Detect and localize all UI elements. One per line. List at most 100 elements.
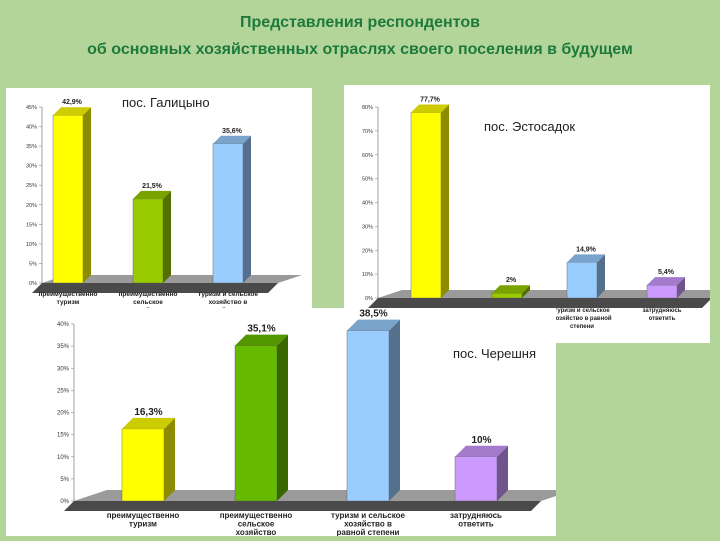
category-label: сельское [238, 520, 275, 529]
y-tick-label: 60% [362, 153, 373, 159]
y-tick-label: 25% [26, 183, 37, 189]
category-label: сельское [133, 299, 163, 306]
category-label: затрудняюсь [643, 308, 682, 314]
data-label: 14,9% [576, 246, 597, 253]
category-label: преимущественно [38, 291, 97, 298]
y-tick-label: 20% [362, 248, 373, 254]
bar-top [53, 107, 91, 116]
bar-side [522, 285, 530, 298]
category-label: степени [570, 324, 594, 330]
bar-side [597, 254, 605, 298]
bar-side [389, 319, 400, 501]
bar-top [492, 285, 530, 294]
chart-floor-front [64, 501, 541, 511]
y-tick-label: 0% [365, 296, 373, 302]
y-tick-label: 70% [362, 129, 373, 135]
category-label: ответить [649, 316, 676, 322]
category-label: туризм и сельское [198, 291, 258, 298]
bar-top [411, 104, 449, 113]
y-tick-label: 80% [362, 105, 373, 111]
chart-panel-galitsyno: 0% 5% 10% 15% 20% 25% 30% 35% 40% 45% 42,9% преимущ… [6, 88, 312, 328]
category-label: туризм и сельское [331, 511, 405, 520]
chart-floor [378, 290, 720, 298]
y-tick-label: 15% [26, 222, 37, 228]
data-label: 38,5% [359, 309, 387, 320]
y-tick-label: 5% [60, 477, 69, 483]
data-label: 16,3% [134, 407, 162, 418]
chart-title: пос. Эстосадок [484, 119, 575, 134]
bar-side [441, 104, 449, 299]
bar-top [567, 254, 605, 263]
data-label: 42,9% [62, 99, 83, 106]
slide-title-line1: Представления респондентов [240, 14, 480, 31]
category-label: хозяйство в [344, 520, 392, 529]
y-tick-label: 30% [362, 224, 373, 230]
bar-side [277, 334, 288, 501]
y-tick-label: 35% [26, 144, 37, 150]
bar [410, 112, 442, 299]
bar-side [497, 445, 508, 501]
slide-title-line2: об основных хозяйственных отраслях своег… [87, 41, 633, 58]
chart-title: пос. Галицыно [122, 95, 210, 110]
bar [234, 345, 278, 502]
data-label: 5,4% [658, 269, 675, 276]
bar [132, 198, 164, 284]
data-label: 10% [471, 435, 491, 446]
data-label: 21,5% [142, 183, 163, 190]
bar-side [83, 107, 91, 283]
category-label: преимущественно [220, 511, 293, 520]
bar [491, 293, 523, 299]
bar [52, 115, 84, 284]
category-label: туризм [57, 299, 80, 306]
chart-title: пос. Черешня [453, 346, 536, 361]
y-tick-label: 40% [362, 201, 373, 207]
category-label: хозяйство [236, 528, 277, 536]
chart-estosadok: 0%10%20%30%40%50%60%70%80%77,7%преимущес… [362, 96, 720, 330]
bar-top [455, 445, 508, 457]
category-label: туризм [129, 520, 157, 529]
bar [212, 143, 244, 284]
bar [646, 284, 678, 299]
category-label: хозяйство в [209, 298, 248, 306]
bar-side [677, 277, 685, 298]
data-label: 35,6% [222, 128, 243, 135]
bar-top [235, 334, 288, 346]
y-tick-label: 0% [29, 281, 37, 287]
bar [121, 428, 165, 502]
y-tick-label: 10% [57, 455, 70, 461]
y-tick-label: 30% [57, 366, 70, 372]
bar-top [133, 190, 171, 199]
category-label: преимущественно [118, 291, 177, 298]
data-label: 77,7% [420, 96, 441, 103]
y-tick-label: 50% [362, 177, 373, 183]
chart-chereshnya: 0% 5% 10% 15% 20% 25% 30% 35% 40% 16,3% преимущест… [57, 309, 574, 537]
bar [454, 456, 498, 502]
chart-galitsyno: 0% 5% 10% 15% 20% 25% 30% 35% 40% 45% 42,9% преимущ… [26, 95, 302, 314]
category-label: преимущественно [107, 511, 180, 520]
category-label: туризм и сельское [554, 308, 610, 314]
y-tick-label: 10% [26, 242, 37, 248]
y-tick-label: 20% [57, 411, 70, 417]
chart-floor-front [368, 298, 712, 308]
data-label: 35,1% [247, 324, 275, 335]
y-tick-label: 15% [57, 433, 70, 439]
y-tick-label: 30% [26, 164, 37, 170]
bar-top [347, 319, 400, 331]
y-tick-label: 0% [60, 499, 69, 505]
bar-top [647, 277, 685, 286]
y-tick-label: 45% [26, 105, 37, 111]
category-label: равной степени [337, 528, 400, 536]
chart-panel-estosadok: 0%10%20%30%40%50%60%70%80%77,7%преимущес… [344, 85, 720, 343]
bar-top [122, 417, 175, 429]
bar-side [164, 417, 175, 501]
chart-floor [74, 490, 574, 501]
y-tick-label: 10% [362, 272, 373, 278]
y-tick-label: 25% [57, 388, 70, 394]
chart-floor-front [32, 283, 278, 293]
category-label: хозяйство в равной [552, 315, 611, 322]
y-tick-label: 20% [26, 203, 37, 209]
y-tick-label: 40% [57, 322, 70, 328]
bar-top [213, 135, 251, 144]
y-tick-label: 5% [29, 261, 37, 267]
